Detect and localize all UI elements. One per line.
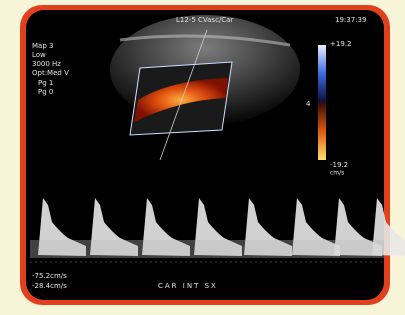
measurement: -28.4cm/s — [32, 282, 67, 290]
setting: Low — [32, 51, 46, 59]
setting: Pg 0 — [38, 88, 53, 96]
color-bar — [318, 45, 326, 160]
setting: Opt:Med V — [32, 69, 69, 77]
scale-marker: 4 — [306, 100, 311, 108]
setting: Pg 1 — [38, 79, 53, 87]
measurement: -75.2cm/s — [32, 272, 67, 280]
ultrasound-screen: L12-5 CVasc/Car 19:37:39 Map 3 Low 3000 … — [0, 0, 405, 311]
image-label: CAR INT SX — [158, 282, 218, 290]
scale-top: +19.2 — [330, 40, 351, 48]
setting: 3000 Hz — [32, 60, 61, 68]
setting: Map 3 — [32, 42, 53, 50]
scale-unit: cm/s — [330, 170, 344, 177]
scale-bottom: -19.2 — [330, 161, 348, 169]
clock: 19:37:39 — [335, 16, 366, 24]
probe: L12-5 CVasc/Car — [176, 16, 233, 24]
spectral-band — [30, 240, 384, 258]
